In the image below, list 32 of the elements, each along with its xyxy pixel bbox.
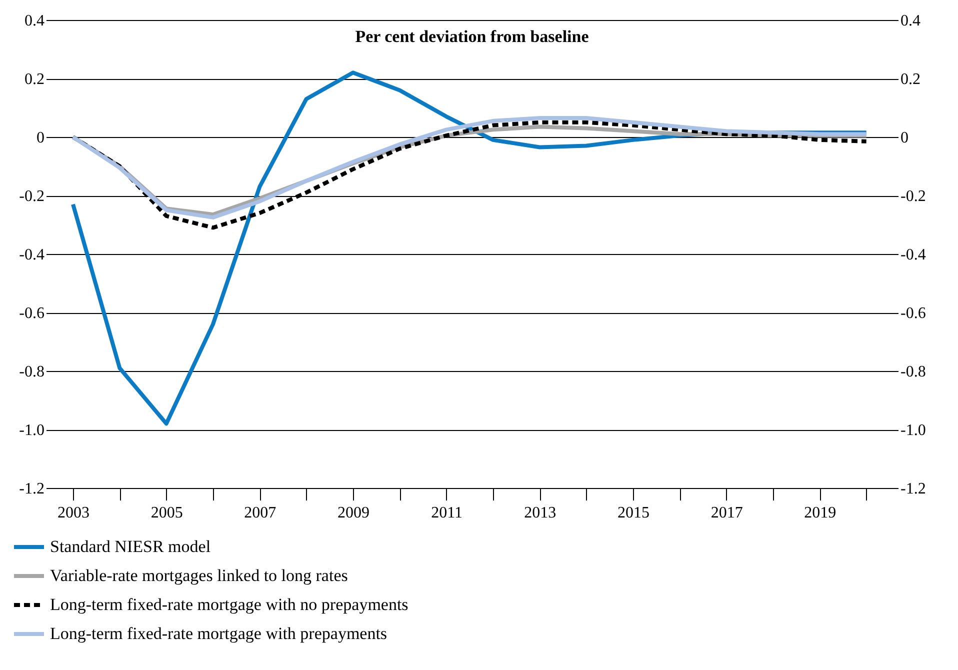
y-tick-label: -0.6 (19, 305, 44, 322)
y2-tick-label: 0 (900, 130, 908, 146)
legend-label: Standard NIESR model (50, 537, 211, 556)
y-tick-label: -0.2 (19, 188, 44, 205)
legend-label: Long-term fixed-rate mortgage with prepayments (50, 624, 388, 643)
x-tick-label: 2003 (58, 504, 90, 522)
y2-tick-label: -1.0 (900, 422, 926, 439)
x-tick-label: 2013 (524, 504, 556, 522)
x-tick-label: 2007 (244, 504, 276, 522)
y-tick-label: -1.2 (19, 480, 44, 498)
y2-tick-label: -0.2 (900, 188, 926, 205)
y2-tick-label: -0.6 (900, 305, 926, 322)
y-tick-label: 0 (36, 130, 44, 146)
y-tick-label: -0.8 (19, 364, 44, 380)
legend-label: Long-term fixed-rate mortgage with no prepayments (50, 595, 408, 614)
y2-tick-label: -0.4 (900, 246, 926, 264)
legend-label: Variable-rate mortgages linked to long rates (50, 566, 348, 585)
y2-tick-label: 0.4 (900, 12, 920, 30)
x-tick-label: 2005 (150, 504, 183, 522)
y-tick-label: -1.0 (19, 422, 44, 439)
y2-tick-label: 0.2 (900, 71, 920, 88)
x-tick-label: 2017 (710, 504, 743, 522)
y2-tick-label: -0.8 (900, 364, 926, 380)
x-tick-label: 2015 (618, 504, 650, 522)
x-tick-label: 2009 (338, 504, 370, 522)
chart-title: Per cent deviation from baseline (355, 27, 590, 46)
y2-tick-label: -1.2 (900, 480, 926, 498)
y-tick-label: 0.4 (24, 12, 44, 30)
x-tick-label: 2019 (804, 504, 836, 522)
x-tick-label: 2011 (431, 504, 463, 522)
y-tick-label: -0.4 (19, 246, 44, 264)
y-tick-label: 0.2 (24, 71, 44, 88)
